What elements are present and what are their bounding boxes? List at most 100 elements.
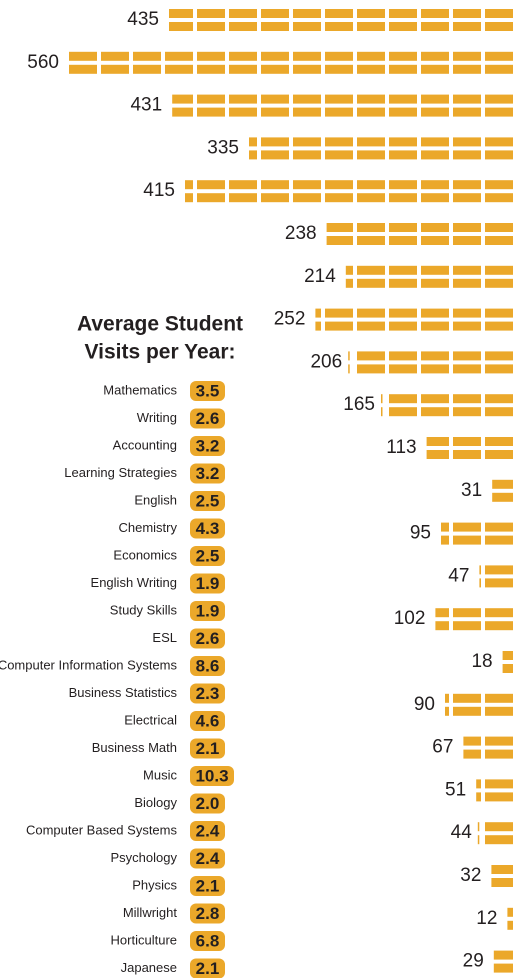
bar-block <box>445 693 449 703</box>
bar-block <box>261 9 289 18</box>
bar-label: 214 <box>304 266 336 287</box>
bar-block <box>453 137 481 147</box>
bar-block <box>229 94 257 104</box>
bar-block <box>491 865 513 874</box>
bar-block <box>389 150 417 160</box>
bar-block <box>485 822 513 832</box>
value-box <box>190 408 225 429</box>
value: 2.3 <box>196 684 220 703</box>
bar-label: 431 <box>130 95 162 116</box>
bar-block <box>421 394 449 404</box>
bar-block <box>357 265 385 275</box>
value: 2.4 <box>196 849 220 868</box>
bar-block <box>507 920 513 930</box>
bar-block <box>491 878 513 887</box>
bar-block <box>476 779 481 789</box>
bar-block <box>357 223 385 232</box>
bar-block <box>293 107 321 117</box>
bar-block <box>453 51 481 61</box>
bar-block <box>261 137 289 147</box>
bar-block <box>453 321 481 331</box>
bar-block <box>477 822 480 832</box>
bar-block <box>345 278 353 288</box>
bar-block <box>293 64 321 74</box>
bar-label: 18 <box>471 651 492 672</box>
subject: Japanese <box>121 960 177 975</box>
bar-block <box>485 265 513 275</box>
bar-block <box>453 9 481 18</box>
bar-block <box>101 51 129 61</box>
value: 3.2 <box>196 436 220 455</box>
bar-block <box>197 9 225 18</box>
subject: Mathematics <box>103 382 177 397</box>
bar-block <box>485 137 513 147</box>
bar <box>69 51 513 74</box>
bar-block <box>197 193 225 203</box>
bar-block <box>485 450 513 459</box>
bar-block <box>348 364 350 374</box>
bar-block <box>389 265 417 275</box>
value-box <box>190 491 225 511</box>
bar-block <box>421 223 449 232</box>
bar-label: 335 <box>207 137 239 158</box>
bar-block <box>101 64 129 74</box>
bar-block <box>325 64 353 74</box>
value-box <box>190 628 225 649</box>
bar-block <box>69 64 97 74</box>
bar-block <box>261 150 289 160</box>
bar-label: 206 <box>310 351 342 372</box>
bar-block <box>389 223 417 232</box>
bar-block <box>389 308 417 318</box>
bar-block <box>357 64 385 74</box>
value-box <box>190 821 225 841</box>
bar-block <box>421 64 449 74</box>
subject: Biology <box>134 795 177 810</box>
bar-block <box>357 351 385 361</box>
bar-block <box>453 223 481 232</box>
bar-label: 415 <box>143 180 175 201</box>
bar-block <box>197 22 225 31</box>
bar-block <box>485 792 513 802</box>
bar-block <box>435 621 449 631</box>
bar-block <box>485 308 513 318</box>
bar-block <box>389 193 417 203</box>
bar-label: 44 <box>451 822 473 843</box>
bar-block <box>453 278 481 288</box>
bar-block <box>229 193 257 203</box>
bar-block <box>357 94 385 104</box>
bar-block <box>485 578 513 588</box>
bar-block <box>357 180 385 190</box>
bar-block <box>477 835 480 845</box>
bar-block <box>133 51 161 61</box>
bar-block <box>485 394 513 404</box>
bar <box>463 736 513 759</box>
bar-block <box>479 565 481 575</box>
bar-block <box>485 193 513 203</box>
value: 2.8 <box>196 904 220 923</box>
subject: Millwright <box>123 905 178 920</box>
bar-block <box>229 22 257 31</box>
bar-block <box>485 706 513 716</box>
value-box <box>190 711 225 731</box>
bar-block <box>479 578 481 588</box>
value: 8.6 <box>196 656 220 675</box>
bar-block <box>493 963 513 973</box>
value: 3.5 <box>196 381 220 400</box>
bar-block <box>485 835 513 845</box>
bar <box>326 223 513 245</box>
bar-block <box>485 621 513 631</box>
bar-block <box>293 180 321 190</box>
bar-block <box>485 94 513 104</box>
bar <box>476 779 513 802</box>
bar-block <box>357 107 385 117</box>
bar-block <box>249 150 257 160</box>
bar-block <box>453 706 481 716</box>
bar-block <box>453 522 481 532</box>
bar-block <box>249 137 257 147</box>
bar <box>441 522 513 545</box>
bar-block <box>325 51 353 61</box>
bar-label: 51 <box>445 779 466 800</box>
value: 2.6 <box>196 409 220 428</box>
subject: Music <box>143 767 177 782</box>
bar-block <box>389 180 417 190</box>
